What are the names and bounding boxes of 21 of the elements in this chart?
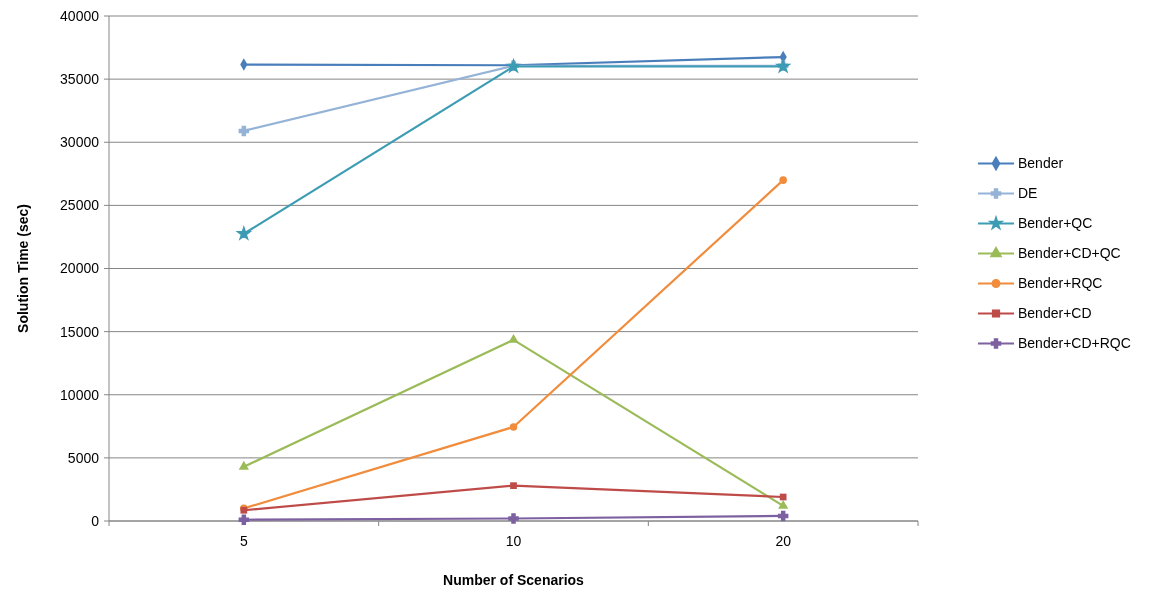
- legend-label: Bender+CD+RQC: [1018, 335, 1131, 352]
- legend-label: Bender+CD+QC: [1018, 245, 1121, 262]
- y-tick-label: 30000: [60, 134, 100, 151]
- legend-label: Bender: [1018, 155, 1064, 172]
- y-tick-label: 10000: [60, 386, 100, 403]
- legend-label: DE: [1018, 185, 1038, 202]
- x-axis-title: Number of Scenarios: [443, 572, 585, 588]
- y-axis-title: Solution Time (sec): [15, 204, 31, 333]
- y-tick-label: 35000: [60, 71, 100, 88]
- y-tick-label: 40000: [60, 7, 100, 24]
- legend-label: Bender+QC: [1018, 215, 1093, 232]
- legend-label: Bender+CD: [1018, 305, 1092, 322]
- y-tick-label: 25000: [60, 197, 100, 214]
- y-tick-label: 20000: [60, 260, 100, 277]
- x-tick-label: 10: [505, 533, 522, 549]
- x-tick-label: 20: [775, 533, 792, 549]
- x-tick-label: 5: [239, 533, 248, 549]
- legend-label: Bender+RQC: [1018, 275, 1103, 292]
- y-tick-label: 5000: [67, 449, 100, 466]
- y-tick-label: 15000: [60, 323, 100, 340]
- y-tick-label: 0: [91, 512, 100, 529]
